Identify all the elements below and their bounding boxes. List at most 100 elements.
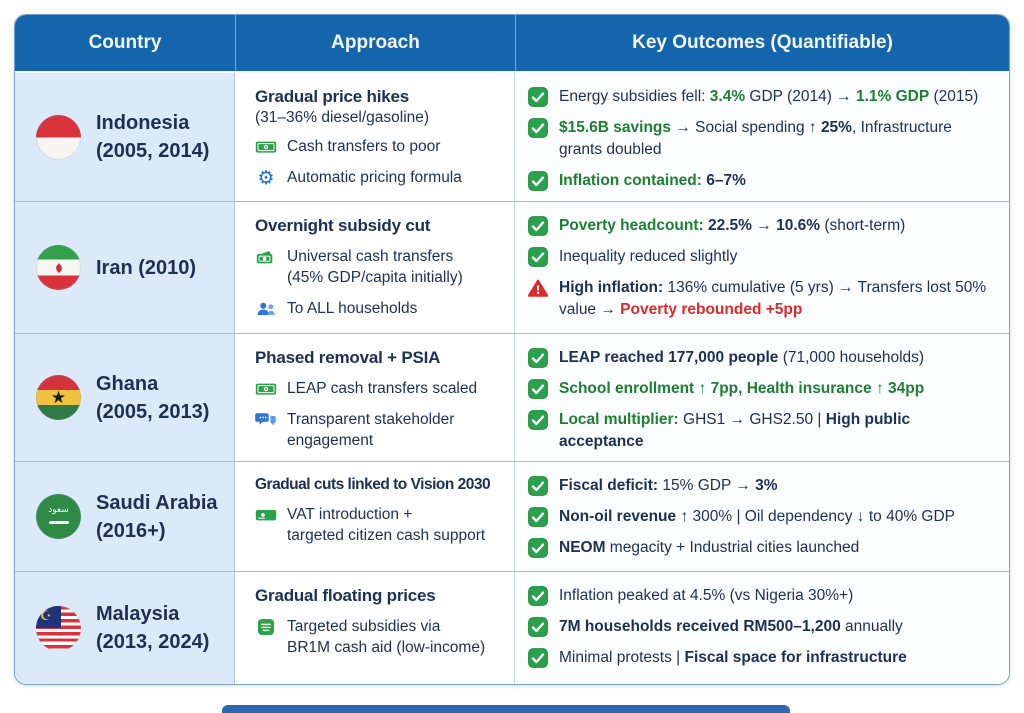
- outcome-segment: (short-term): [820, 217, 906, 234]
- outcome-item: Inflation peaked at 4.5% (vs Nigeria 30%…: [528, 585, 995, 607]
- outcome-text: Poverty headcount: 22.5% → 10.6% (short-…: [559, 215, 905, 237]
- approach-item: Targeted subsidies via BR1M cash aid (low…: [255, 617, 502, 659]
- check-icon: [528, 538, 548, 558]
- outcome-text: Fiscal deficit: 15% GDP → 3%: [559, 475, 778, 497]
- outcome-segment: GDP (2014) →: [745, 88, 856, 105]
- check-icon: [528, 476, 548, 496]
- iran-emblem: [53, 262, 64, 273]
- approach-title: Gradual cuts linked to Vision 2030: [255, 476, 491, 493]
- outcome-segment: Fiscal space for infrastructure: [684, 649, 907, 666]
- country-label: Saudi Arabia (2016+): [96, 489, 218, 545]
- outcome-segment: $15.6B savings: [559, 119, 672, 136]
- check-icon: [528, 87, 548, 107]
- outcome-item: $15.6B savings → Social spending ↑ 25%, …: [528, 117, 995, 161]
- approach-cell: Phased removal + PSIA LEAP cash transfers…: [235, 334, 515, 461]
- country-line: (2016+): [96, 519, 166, 542]
- card-icon: [255, 505, 277, 525]
- people-icon: [255, 299, 277, 319]
- banknote-icon: [255, 379, 277, 399]
- outcome-text: High inflation: 136% cumulative (5 yrs) …: [559, 277, 995, 321]
- approach-item: LEAP cash transfers scaled: [255, 379, 502, 400]
- approach-item-text: Transparent stakeholder engagement: [287, 410, 454, 452]
- outcome-segment: 22.5%: [703, 217, 752, 234]
- outcome-segment: annually: [840, 618, 903, 635]
- outcome-segment: → Social spending ↑: [671, 119, 821, 136]
- check-icon: [528, 171, 548, 191]
- check-icon: [528, 617, 548, 637]
- header-approach: Approach: [235, 15, 515, 71]
- check-icon: [528, 507, 548, 527]
- outcome-segment: ↑ 300% | Oil dependency ↓ to 40% GDP: [676, 508, 956, 525]
- outcome-segment: , Infrastructure grants doubled: [559, 119, 952, 158]
- crescent-star-icon: ☪︎: [40, 607, 52, 623]
- outcome-item: NEOM megacity + Industrial cities launch…: [528, 537, 995, 559]
- check-icon: [528, 648, 548, 668]
- outcomes-cell: Fiscal deficit: 15% GDP → 3% Non-oil reve…: [515, 462, 1009, 571]
- outcome-item: Local multiplier: GHS1 → GHS2.50 | High …: [528, 409, 995, 453]
- ghana-star: ★: [50, 387, 67, 407]
- outcome-segment: 10.6%: [776, 217, 821, 234]
- outcome-segment: 1.1% GDP: [855, 88, 930, 105]
- check-icon: [528, 216, 548, 236]
- header-key-outcomes: Key Outcomes (Quantifiable): [515, 15, 1009, 71]
- check-icon: [528, 118, 548, 138]
- approach-item-text: VAT introduction + targeted citizen cash …: [287, 505, 485, 547]
- outcome-segment: High public acceptance: [559, 411, 911, 450]
- outcome-item: High inflation: 136% cumulative (5 yrs) …: [528, 277, 995, 321]
- table-body: Indonesia (2005, 2014) Gradual price hikes…: [15, 73, 1009, 684]
- approach-cell: Overnight subsidy cut Universal cash tran…: [235, 202, 515, 333]
- country-label: Malaysia (2013, 2024): [96, 600, 209, 656]
- approach-title: Overnight subsidy cut: [255, 216, 431, 235]
- country-cell: Indonesia (2005, 2014): [15, 73, 235, 201]
- outcomes-cell: Energy subsidies fell: 3.4% GDP (2014) →…: [515, 73, 1009, 201]
- outcome-text: 7M households received RM500–1,200 annua…: [559, 616, 903, 638]
- approach-cell: Gradual cuts linked to Vision 2030 VAT in…: [235, 462, 515, 571]
- country-label: Indonesia (2005, 2014): [96, 109, 209, 165]
- chat-icon: [255, 410, 277, 430]
- outcome-segment: Fiscal deficit:: [559, 477, 659, 494]
- ghana-flag-icon: ★: [36, 375, 81, 420]
- saudi-flag-icon: سعود: [36, 494, 81, 539]
- outcome-item: LEAP reached 177,000 people (71,000 hous…: [528, 347, 995, 369]
- outcome-segment: Energy subsidies fell:: [559, 88, 710, 105]
- outcome-text: NEOM megacity + Industrial cities launch…: [559, 537, 859, 559]
- outcome-text: Minimal protests | Fiscal space for infr…: [559, 647, 907, 669]
- malaysia-flag-icon: ☪︎: [36, 605, 81, 651]
- approach-item: Universal cash transfers (45% GDP/capita …: [255, 247, 502, 289]
- outcome-segment: 3%: [755, 477, 778, 494]
- approach-title: Phased removal + PSIA: [255, 348, 441, 367]
- outcome-item: Poverty headcount: 22.5% → 10.6% (short-…: [528, 215, 995, 237]
- country-cell: ★ Ghana (2005, 2013): [15, 334, 235, 461]
- check-icon: [528, 348, 548, 368]
- outcome-text: Inflation peaked at 4.5% (vs Nigeria 30%…: [559, 585, 853, 607]
- wallet-icon: [255, 247, 277, 267]
- table-row: Iran (2010) Overnight subsidy cut Universa…: [15, 201, 1009, 333]
- gear-icon: ⚙︎: [257, 167, 275, 189]
- outcome-segment: LEAP reached 177,000 people: [559, 349, 779, 366]
- country-label: Iran (2010): [96, 254, 196, 282]
- approach-cell: Gradual price hikes (31–36% diesel/gasoli…: [235, 73, 515, 201]
- table-row: Indonesia (2005, 2014) Gradual price hikes…: [15, 73, 1009, 201]
- approach-subtitle: (31–36% diesel/gasoline): [255, 109, 430, 127]
- outcome-item: School enrollment ↑ 7pp, Health insuranc…: [528, 378, 995, 400]
- outcome-text: LEAP reached 177,000 people (71,000 hous…: [559, 347, 924, 369]
- outcome-text: Inequality reduced slightly: [559, 246, 737, 268]
- approach-item-line: BR1M cash aid (low-income): [287, 639, 486, 657]
- outcome-segment: (2015): [929, 88, 979, 105]
- outcome-segment: 7M households received RM500–1,200: [559, 618, 841, 635]
- outcome-segment: (71,000 households): [778, 349, 925, 366]
- country-line: Malaysia: [96, 603, 180, 625]
- country-line: (2005, 2014): [96, 140, 210, 162]
- approach-item-text: Universal cash transfers (45% GDP/capita …: [287, 247, 463, 289]
- approach-item-line: VAT introduction +: [287, 506, 413, 524]
- partial-bottom-bar: [222, 705, 790, 713]
- country-line: Saudi Arabia: [96, 491, 218, 514]
- banknote-lines-icon: [255, 617, 277, 637]
- country-cell: Iran (2010): [15, 202, 235, 333]
- outcome-segment: 136% cumulative (5 yrs) → Transfers lost…: [559, 279, 987, 318]
- check-icon: [528, 410, 548, 430]
- approach-item-text: Automatic pricing formula: [287, 168, 462, 189]
- outcome-segment: Inflation contained:: [559, 172, 702, 189]
- outcome-text: Local multiplier: GHS1 → GHS2.50 | High …: [559, 409, 995, 453]
- approach-item-line: Transparent stakeholder: [287, 411, 455, 429]
